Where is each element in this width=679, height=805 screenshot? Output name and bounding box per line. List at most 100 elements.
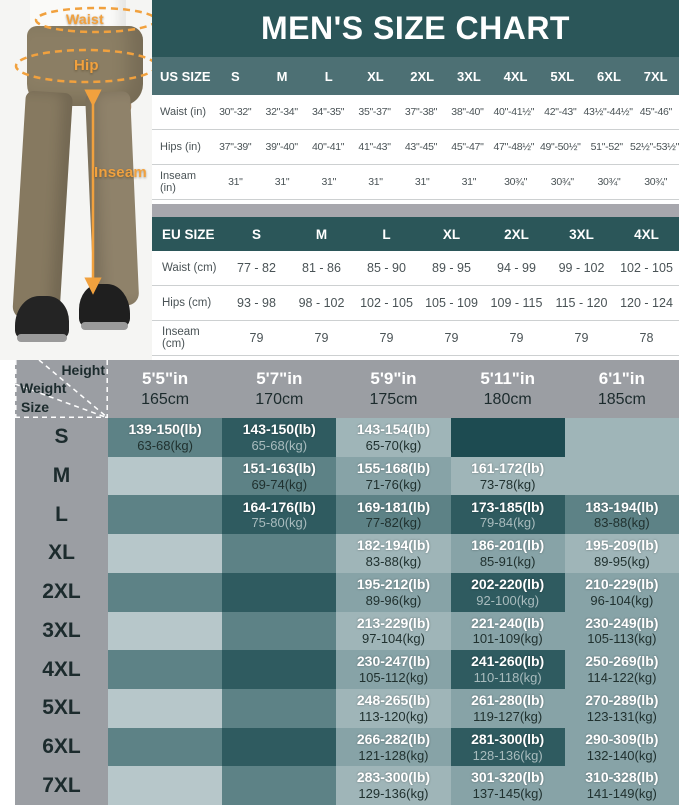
us-value-cell: 32"-34": [265, 106, 299, 118]
us-value-cell: 30¾": [597, 176, 621, 188]
matrix-weight-cell: 261-280(lb) 119-127(kg): [450, 688, 565, 728]
eu-table-row: Hips (cm) 93 - 98 98 - 102 102 - 105 105 - 1…: [152, 286, 679, 321]
height-feet-label: 5'5"in: [142, 369, 189, 389]
weight-lb-value: 183-194(lb): [585, 498, 659, 515]
eu-value-cell: 79: [314, 331, 329, 345]
matrix-weight-cell: 266-282(lb) 121-128(kg): [336, 727, 451, 767]
weight-kg-value: 101-109(kg): [472, 631, 543, 647]
weight-lb-value: 202-220(lb): [471, 575, 545, 592]
matrix-height-header: 5'11"in 180cm: [450, 360, 565, 418]
weight-kg-value: 105-113(kg): [587, 631, 657, 647]
matrix-weight-cell: 283-300(lb) 129-136(kg): [336, 766, 451, 805]
eu-size-column-l: L: [382, 226, 391, 242]
matrix-weight-cell: 241-260(lb) 110-118(kg): [450, 650, 565, 689]
height-feet-label: 5'7"in: [256, 369, 303, 389]
matrix-row: 7XL 283-300(lb) 129-136(kg) 301-320(lb) 137-…: [15, 766, 679, 805]
us-value-cell: 40"-41": [311, 141, 345, 153]
matrix-row: XL 182-194(lb) 83-88(kg) 186-201(lb) 85-91(k…: [15, 534, 679, 573]
inseam-annotation-label: Inseam: [94, 164, 147, 181]
weight-kg-value: 97-104(kg): [362, 631, 425, 647]
matrix-size-label-s: S: [15, 418, 108, 457]
eu-value-cell: 85 - 90: [367, 261, 406, 275]
page-title: MEN'S SIZE CHART: [152, 0, 679, 57]
us-value-cell: 51"-52": [590, 141, 624, 153]
eu-row-label: Inseam (cm): [162, 326, 200, 350]
weight-lb-value: 151-163(lb): [242, 459, 316, 476]
matrix-weight-cell: [222, 727, 337, 767]
matrix-weight-cell: [108, 495, 223, 535]
hip-measure-ellipse: [14, 48, 152, 84]
product-photo: Waist Hip Inseam: [0, 0, 152, 360]
matrix-weight-cell: [108, 534, 223, 573]
us-value-cell: 30¾": [504, 176, 528, 188]
matrix-weight-cell: 173-185(lb) 79-84(kg): [450, 495, 565, 535]
weight-lb-value: 139-150(lb): [128, 421, 202, 438]
weight-lb-value: 221-240(lb): [471, 614, 545, 631]
us-value-cell: 47"-48½": [493, 141, 535, 153]
matrix-weight-cell: 164-176(lb) 75-80(kg): [222, 495, 337, 535]
matrix-size-label-3xl: 3XL: [15, 611, 108, 651]
matrix-weight-cell: 281-300(lb) 128-136(kg): [450, 727, 565, 767]
weight-lb-value: 186-201(lb): [471, 537, 545, 554]
matrix-weight-cell: 161-172(lb) 73-78(kg): [450, 456, 565, 496]
us-value-cell: 30"-32": [219, 106, 252, 118]
matrix-weight-cell: [108, 456, 223, 496]
matrix-weight-cell: [564, 418, 679, 457]
matrix-size-label-7xl: 7XL: [15, 766, 108, 805]
height-weight-matrix: Height Weight Size 5'5"in 165cm 5'7"in 170c…: [0, 360, 679, 805]
eu-value-cell: 94 - 99: [497, 261, 536, 275]
matrix-weight-cell: 301-320(lb) 137-145(kg): [450, 766, 565, 805]
weight-lb-value: 281-300(lb): [471, 730, 545, 747]
eu-value-cell: 79: [444, 331, 459, 345]
eu-row-label: Hips (cm): [162, 297, 212, 309]
eu-size-column-3xl: 3XL: [569, 226, 594, 242]
eu-value-cell: 99 - 102: [558, 261, 605, 275]
weight-lb-value: 195-212(lb): [356, 575, 431, 592]
us-value-cell: 35"-37": [358, 106, 391, 118]
weight-lb-value: 290-309(lb): [585, 730, 659, 747]
weight-lb-value: 161-172(lb): [471, 459, 545, 476]
eu-row-label: Waist (cm): [162, 262, 217, 274]
eu-size-column-s: S: [251, 226, 261, 242]
weight-kg-value: 128-136(kg): [472, 747, 543, 763]
weight-kg-value: 85-91(kg): [479, 554, 536, 570]
matrix-header-row: Height Weight Size 5'5"in 165cm 5'7"in 170c…: [15, 360, 679, 418]
matrix-weight-cell: 143-154(lb) 65-70(kg): [336, 418, 451, 457]
matrix-weight-cell: 248-265(lb) 113-120(kg): [336, 688, 451, 728]
us-value-cell: 31": [321, 176, 337, 188]
us-value-cell: 31": [274, 176, 290, 188]
weight-kg-value: 79-84(kg): [479, 515, 536, 531]
weight-lb-value: 182-194(lb): [356, 537, 431, 554]
us-size-table-body: Waist (in) 30"-32" 32"-34" 34"-35" 35"-37" 37…: [152, 95, 679, 200]
matrix-row: 2XL 195-212(lb) 89-96(kg) 202-220(lb) 92-100…: [15, 572, 679, 612]
matrix-weight-cell: [108, 572, 223, 612]
matrix-height-header: 5'7"in 170cm: [222, 360, 337, 418]
eu-value-cell: 79: [574, 331, 589, 345]
matrix-weight-cell: 270-289(lb) 123-131(kg): [564, 688, 679, 728]
weight-lb-value: 241-260(lb): [471, 653, 545, 670]
eu-value-cell: 120 - 124: [620, 296, 673, 310]
matrix-weight-cell: 213-229(lb) 97-104(kg): [336, 611, 451, 651]
matrix-size-label-m: M: [15, 456, 108, 496]
hip-annotation-label: Hip: [74, 57, 99, 74]
weight-kg-value: 96-104(kg): [590, 592, 654, 608]
height-cm-label: 170cm: [255, 390, 304, 408]
eu-value-cell: 77 - 82: [237, 261, 276, 275]
matrix-weight-cell: [222, 534, 337, 573]
matrix-corner-cell: Height Weight Size: [15, 360, 108, 418]
matrix-weight-cell: 195-209(lb) 89-95(kg): [564, 534, 679, 573]
weight-kg-value: 121-128(kg): [358, 747, 429, 763]
measurement-annotations: [14, 6, 152, 295]
eu-value-cell: 102 - 105: [360, 296, 413, 310]
weight-kg-value: 77-82(kg): [365, 515, 422, 531]
matrix-weight-cell: 290-309(lb) 132-140(kg): [564, 727, 679, 767]
eu-value-cell: 79: [249, 331, 264, 345]
matrix-weight-cell: [222, 688, 337, 728]
matrix-weight-cell: [222, 611, 337, 651]
us-value-cell: 31": [228, 176, 243, 188]
weight-kg-value: 89-96(kg): [365, 592, 422, 608]
matrix-weight-cell: [222, 650, 337, 689]
weight-kg-value: 65-68(kg): [251, 437, 308, 453]
weight-lb-value: 143-154(lb): [356, 421, 431, 438]
weight-kg-value: 83-88(kg): [365, 554, 422, 570]
